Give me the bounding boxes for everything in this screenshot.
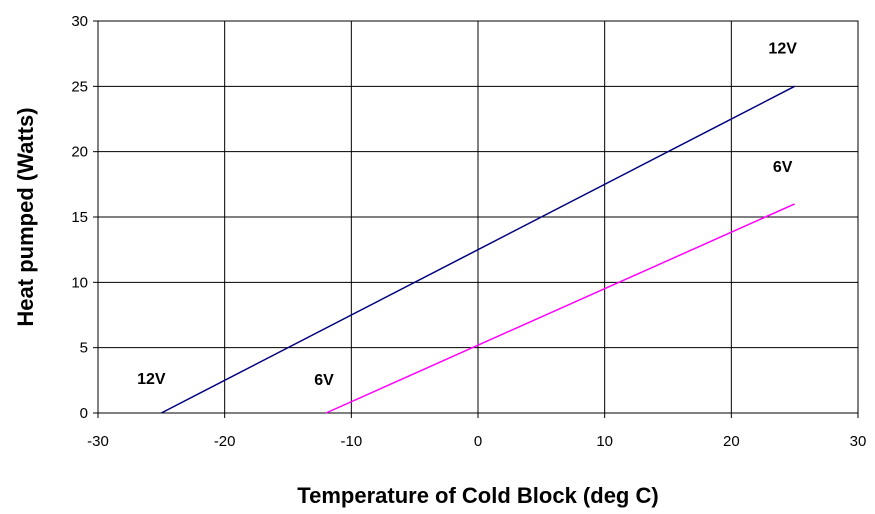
series-label-6v-start: 6V xyxy=(314,372,334,389)
series-label-12v-start: 12V xyxy=(137,371,166,388)
series-label-12v-end: 12V xyxy=(768,40,797,57)
x-tick-label: -20 xyxy=(214,433,236,450)
x-tick-label: 30 xyxy=(850,433,867,450)
gridlines xyxy=(98,21,858,413)
series-lines xyxy=(160,85,796,414)
x-tick-label: 20 xyxy=(723,433,740,450)
series-annotations: 12V 12V 6V 6V xyxy=(137,40,797,389)
series-line-12v xyxy=(160,85,796,414)
y-tick-label: 20 xyxy=(71,144,88,161)
y-axis-title: Heat pumped (Watts) xyxy=(13,107,38,326)
y-tick-label: 10 xyxy=(71,274,88,291)
y-tick-label: 0 xyxy=(80,405,88,422)
x-tick-labels: -30 -20 -10 0 10 20 30 xyxy=(87,433,866,450)
x-tick-label: -30 xyxy=(87,433,109,450)
y-tick-label: 30 xyxy=(71,13,88,30)
x-tick-label: -10 xyxy=(340,433,362,450)
x-tick-label: 10 xyxy=(596,433,613,450)
y-tick-labels: 0 5 10 15 20 25 30 xyxy=(71,13,88,422)
y-tick-label: 15 xyxy=(71,209,88,226)
y-tick-label: 5 xyxy=(80,340,88,357)
y-tick-label: 25 xyxy=(71,78,88,95)
series-line-6v xyxy=(325,203,795,414)
x-tick-label: 0 xyxy=(474,433,482,450)
tick-marks xyxy=(93,20,859,418)
series-label-6v-end: 6V xyxy=(773,159,793,176)
x-axis-title: Temperature of Cold Block (deg C) xyxy=(297,483,658,508)
